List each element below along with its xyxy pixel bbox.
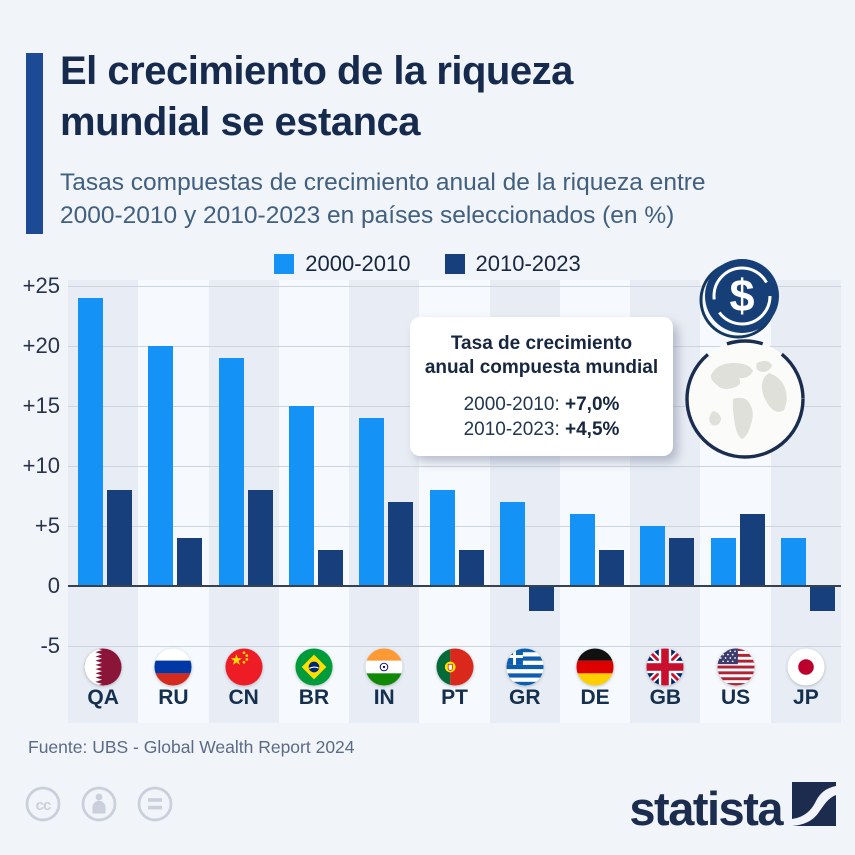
bar-2000-2010-ru <box>148 346 174 586</box>
statista-logo: statista <box>629 782 836 835</box>
flag-gr-icon <box>506 648 544 686</box>
flag-cn-icon <box>225 648 263 686</box>
globe-icon <box>683 337 807 466</box>
flag-qa-icon <box>84 648 122 686</box>
bar-2010-2023-br <box>317 550 343 586</box>
country-label-cn: CN <box>228 686 259 709</box>
country-label-de: DE <box>580 686 610 709</box>
flag-gb-icon <box>646 648 684 686</box>
country-label-gr: GR <box>509 686 541 709</box>
country-label-jp: JP <box>793 686 819 709</box>
dollar-sign-glyph: $ <box>729 270 754 321</box>
y-tick-25: +25 <box>22 273 60 298</box>
bar-2010-2023-in <box>388 502 414 586</box>
country-label-in: IN <box>373 686 395 709</box>
bar-2000-2010-cn <box>218 358 244 586</box>
bar-2010-2023-ru <box>177 538 203 586</box>
title-line-2: mundial se estanca <box>60 100 421 144</box>
title-line-1: El crecimiento de la riqueza <box>60 49 573 93</box>
bar-2000-2010-qa <box>78 298 104 586</box>
page-title: El crecimiento de la riqueza mundial se … <box>60 46 820 148</box>
bar-2000-2010-de <box>570 514 596 586</box>
bar-2010-2023-jp <box>809 587 835 611</box>
license-icons: cc <box>24 784 190 829</box>
y-tick-5: +5 <box>34 513 60 538</box>
country-label-us: US <box>720 686 751 709</box>
bar-2010-2023-us <box>739 514 765 586</box>
flag-ru-icon <box>154 648 192 686</box>
plot-area: $ Tasa de crecimiento anual compu <box>0 259 855 723</box>
legend-label: 2000-2010 <box>305 251 411 276</box>
country-label-gb: GB <box>649 686 682 709</box>
attribution-icon <box>81 786 117 822</box>
callout-rows: 2000-2010: +7,0% 2010-2023: +4,5% <box>420 392 663 442</box>
cc-icon-glyph: cc <box>36 797 51 814</box>
bar-2000-2010-br <box>288 406 314 586</box>
callout-row-label: 2010-2023: <box>463 419 560 440</box>
legend-item-2000-2010: 2000-2010 <box>274 251 411 277</box>
statista-logo-text: statista <box>629 782 783 835</box>
dollar-coin-icon: $ <box>698 256 782 345</box>
zero-axis-line <box>68 585 841 587</box>
gridline-10 <box>68 466 841 467</box>
bar-2000-2010-gr <box>499 502 525 586</box>
country-label-qa: QA <box>87 686 119 709</box>
callout-title: Tasa de crecimiento anual compuesta mund… <box>420 332 663 380</box>
gridline-25 <box>68 286 841 287</box>
gridline--5 <box>68 646 841 647</box>
callout-row-2000-2010: 2000-2010: +7,0% <box>420 392 663 417</box>
bar-2000-2010-gb <box>640 526 666 586</box>
flag-in-icon <box>365 648 403 686</box>
y-tick-20: +20 <box>22 333 60 358</box>
y-tick--5: -5 <box>40 633 60 658</box>
y-tick-15: +15 <box>22 393 60 418</box>
subtitle-line-1: Tasas compuestas de crecimiento anual de… <box>60 169 706 196</box>
callout-row-label: 2000-2010: <box>463 394 560 415</box>
cc-icon <box>25 786 61 822</box>
legend-label: 2010-2023 <box>475 251 581 276</box>
flag-us-icon <box>717 648 755 686</box>
bar-2010-2023-gb <box>669 538 695 586</box>
legend-swatch-light-blue <box>274 254 295 274</box>
equals-icon <box>137 786 173 822</box>
flag-br-icon <box>295 648 333 686</box>
title-accent-bar <box>26 53 43 234</box>
callout-row-value: +7,0% <box>565 394 620 415</box>
bar-2000-2010-us <box>710 538 736 586</box>
callout-title-line-2: anual compuesta mundial <box>424 357 659 378</box>
page-subtitle: Tasas compuestas de crecimiento anual de… <box>60 166 830 232</box>
subtitle-line-2: 2000-2010 y 2010-2023 en países seleccio… <box>60 202 675 229</box>
world-growth-callout: Tasa de crecimiento anual compuesta mund… <box>410 317 673 456</box>
bar-2010-2023-gr <box>528 587 554 611</box>
chart-legend: 2000-2010 2010-2023 <box>0 251 855 277</box>
bar-2010-2023-qa <box>107 490 133 586</box>
gridline-5 <box>68 526 841 527</box>
y-tick-0: 0 <box>47 573 60 598</box>
statista-logo-mark <box>792 782 836 831</box>
bar-2010-2023-pt <box>458 550 484 586</box>
flag-pt-icon <box>435 648 474 686</box>
flag-de-icon <box>576 648 614 686</box>
bar-2010-2023-cn <box>247 490 273 586</box>
callout-row-2010-2023: 2010-2023: +4,5% <box>420 417 663 442</box>
callout-row-value: +4,5% <box>565 419 620 440</box>
country-label-ru: RU <box>158 686 189 709</box>
bar-2000-2010-in <box>359 418 385 586</box>
y-tick-10: +10 <box>22 453 60 478</box>
footer: cc statista <box>24 782 836 835</box>
bar-2000-2010-pt <box>429 490 455 586</box>
bar-2000-2010-jp <box>780 538 806 586</box>
bar-2010-2023-de <box>599 550 625 586</box>
callout-title-line-1: Tasa de crecimiento <box>450 333 633 354</box>
legend-swatch-dark-blue <box>444 254 465 274</box>
flag-jp-icon <box>787 648 825 686</box>
legend-item-2010-2023: 2010-2023 <box>444 251 581 277</box>
source-note: Fuente: UBS - Global Wealth Report 2024 <box>28 737 355 757</box>
country-label-br: BR <box>298 686 330 709</box>
country-label-pt: PT <box>441 686 468 709</box>
